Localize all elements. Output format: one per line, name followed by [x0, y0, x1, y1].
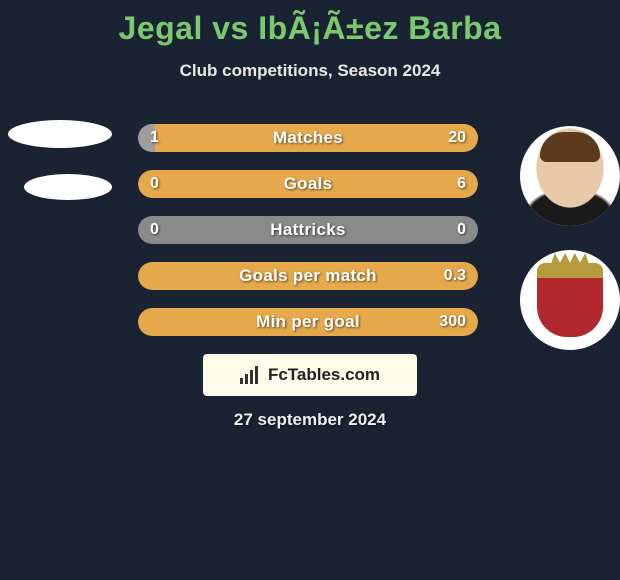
- stat-row: Hattricks0 0: [138, 216, 478, 244]
- stat-row: Goals0 6: [138, 170, 478, 198]
- stat-value-right: 0: [457, 216, 466, 244]
- stat-value-right: 0.3: [444, 262, 466, 290]
- stat-value-right: 20: [448, 124, 466, 152]
- date-label: 27 september 2024: [0, 410, 620, 430]
- stat-value-right: 6: [457, 170, 466, 198]
- stat-value-left: 0: [150, 216, 159, 244]
- stat-label: Goals: [138, 170, 478, 198]
- left-player-avatar-placeholder: [8, 120, 112, 148]
- stat-value-right: 300: [439, 308, 466, 336]
- stat-row: Goals per match0.3: [138, 262, 478, 290]
- stat-label: Goals per match: [138, 262, 478, 290]
- stat-label: Hattricks: [138, 216, 478, 244]
- comparison-bars: Matches120Goals06Hattricks00Goals per ma…: [138, 124, 478, 354]
- player-hair-icon: [540, 132, 600, 162]
- right-player-avatar: [520, 126, 620, 226]
- stat-row: Matches1 20: [138, 124, 478, 152]
- crest-crown-icon: [550, 253, 590, 267]
- source-logo-text: FcTables.com: [268, 365, 380, 385]
- page-subtitle: Club competitions, Season 2024: [0, 61, 620, 81]
- stat-row: Min per goal300: [138, 308, 478, 336]
- stat-label: Matches: [138, 124, 478, 152]
- stat-value-left: 1: [150, 124, 159, 152]
- page-title: Jegal vs IbÃ¡Ã±ez Barba: [0, 0, 620, 47]
- right-team-crest: [520, 250, 620, 350]
- bar-chart-icon: [240, 366, 262, 384]
- left-team-crest-placeholder: [24, 174, 112, 200]
- comparison-card: Jegal vs IbÃ¡Ã±ez Barba Club competition…: [0, 0, 620, 580]
- crest-shield-icon: [537, 263, 603, 337]
- source-logo: FcTables.com: [203, 354, 417, 396]
- stat-label: Min per goal: [138, 308, 478, 336]
- stat-value-left: 0: [150, 170, 159, 198]
- left-player-column: [8, 120, 118, 226]
- right-player-column: [520, 126, 620, 350]
